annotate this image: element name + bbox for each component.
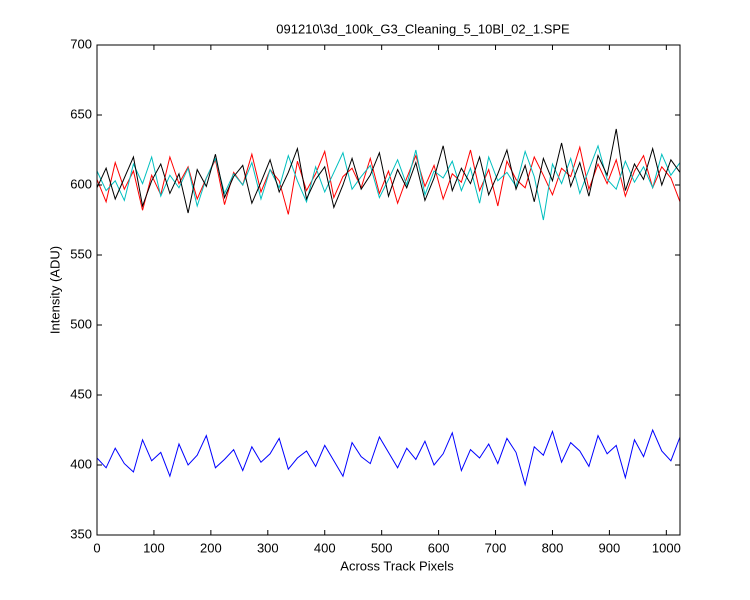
x-tick-label: 900 xyxy=(599,540,621,555)
data-line xyxy=(96,128,681,214)
y-tick-label: 350 xyxy=(70,526,92,541)
x-tick-label: 700 xyxy=(485,540,507,555)
chart-title: 091210\3d_100k_G3_Cleaning_5_10Bl_02_1.S… xyxy=(276,21,570,36)
data-line xyxy=(96,145,681,215)
x-tick-label: 800 xyxy=(542,540,564,555)
x-tick-label: 600 xyxy=(428,540,450,555)
y-axis-label: Intensity (ADU) xyxy=(47,246,62,334)
x-tick-label: 100 xyxy=(143,540,165,555)
x-tick-label: 300 xyxy=(257,540,279,555)
y-tick-label: 450 xyxy=(70,386,92,401)
y-tick-label: 500 xyxy=(70,316,92,331)
plot-frame xyxy=(96,44,681,536)
y-tick-label: 700 xyxy=(70,36,92,51)
x-tick-label: 0 xyxy=(93,540,100,555)
data-line xyxy=(96,144,681,221)
x-tick-label: 1000 xyxy=(652,540,681,555)
x-tick-label: 500 xyxy=(371,540,393,555)
x-tick-label: 200 xyxy=(200,540,222,555)
x-tick-label: 400 xyxy=(314,540,336,555)
y-tick-label: 550 xyxy=(70,246,92,261)
data-line xyxy=(96,428,681,487)
y-tick-label: 600 xyxy=(70,176,92,191)
y-tick-label: 650 xyxy=(70,106,92,121)
y-tick-label: 400 xyxy=(70,456,92,471)
x-axis-label: Across Track Pixels xyxy=(340,558,454,573)
